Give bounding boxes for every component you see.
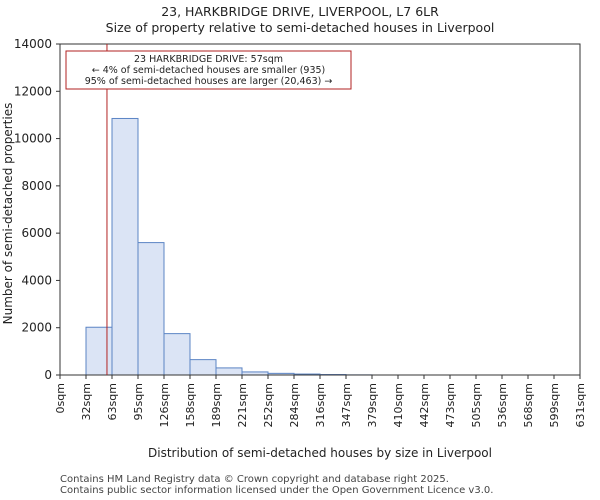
annotation-line-3: 95% of semi-detached houses are larger (… [85,76,333,87]
y-tick-label: 6000 [21,226,52,240]
x-tick-label: 63sqm [106,383,119,420]
x-tick-label: 347sqm [340,383,353,427]
x-tick-label: 568sqm [522,383,535,427]
x-tick-label: 158sqm [184,383,197,427]
x-tick-label: 189sqm [210,383,223,427]
annotation-line-1: 23 HARKBRIDGE DRIVE: 57sqm [134,54,283,65]
annotation-line-2: ← 4% of semi-detached houses are smaller… [92,65,326,76]
histogram-bar [163,333,191,376]
histogram-bar [111,117,139,376]
x-tick-label: 410sqm [392,383,405,427]
x-tick-label: 599sqm [548,383,561,427]
y-tick-label: 0 [44,368,52,382]
footer-licence: Contains public sector information licen… [60,485,494,496]
chart-title: 23, HARKBRIDGE DRIVE, LIVERPOOL, L7 6LR [161,4,439,19]
x-tick-label: 473sqm [444,383,457,427]
annotation-box: 23 HARKBRIDGE DRIVE: 57sqm ← 4% of semi-… [65,50,352,90]
y-axis-label: Number of semi-detached properties [1,103,15,325]
x-axis-label: Distribution of semi-detached houses by … [148,446,492,460]
x-tick-label: 536sqm [496,383,509,427]
x-tick-label: 379sqm [366,383,379,427]
histogram-bar [189,359,217,376]
x-tick-label: 221sqm [236,383,249,427]
histogram-bar [85,326,113,376]
footer-copyright: Contains HM Land Registry data © Crown c… [60,474,449,485]
x-tick-label: 284sqm [288,383,301,427]
y-tick-label: 14000 [14,37,52,51]
y-tick-label: 10000 [14,132,52,146]
x-tick-label: 0sqm [54,383,67,413]
histogram-bar [137,242,165,376]
histogram-bar [215,367,243,376]
y-tick-label: 8000 [21,179,52,193]
x-tick-label: 442sqm [418,383,431,427]
y-tick-label: 4000 [21,273,52,287]
x-tick-label: 32sqm [80,383,93,420]
x-tick-label: 316sqm [314,383,327,427]
x-tick-label: 631sqm [574,383,587,427]
x-tick-label: 126sqm [158,383,171,427]
x-tick-label: 95sqm [132,383,145,420]
y-tick-label: 12000 [14,84,52,98]
y-tick-label: 2000 [21,321,52,335]
chart-subtitle: Size of property relative to semi-detach… [105,20,495,35]
histogram-chart: 0 2000 4000 6000 8000 10000 12000 14000 0sqm 32s… [1,37,587,460]
x-tick-label: 252sqm [262,383,275,427]
x-tick-label: 505sqm [470,383,483,427]
